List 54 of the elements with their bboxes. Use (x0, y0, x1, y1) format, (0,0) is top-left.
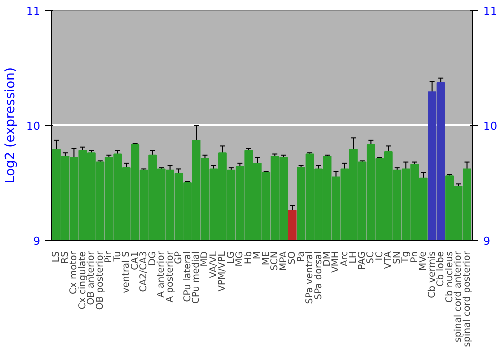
x-tick-label: Pir (104, 251, 115, 264)
x-tick-label: MG (234, 251, 246, 267)
x-tick-label: CA2/CA3 (138, 251, 150, 292)
x-tick-label: LH (348, 251, 360, 264)
y-tick-label: 10 (26, 120, 41, 133)
x-tick-label: DG (147, 251, 158, 266)
x-tick-label: Tg (400, 251, 412, 264)
x-tick-label: spinal cord anterior (453, 251, 464, 342)
x-tick-label: VA/VL (208, 250, 220, 278)
x-tick-label: MVe (418, 251, 430, 271)
x-tick-label: RS (60, 251, 71, 264)
x-tick-label: ventral S (121, 251, 132, 294)
x-tick-label: MPA (278, 250, 290, 271)
x-tick-label: SC (366, 251, 377, 264)
y2-tick-label: 10 (484, 120, 498, 133)
x-tick-label: Arc (339, 252, 350, 267)
y-axis-title: Log2 (expression) (4, 68, 19, 184)
x-tick-label: Cx cingulate (77, 251, 88, 310)
x-tick-label: SPa dorsal (313, 251, 324, 300)
x-tick-label: Cx motor (68, 251, 80, 294)
x-tick-label: Hb (243, 251, 254, 264)
x-tick-label: Cb lobe (436, 251, 447, 287)
x-tick-label: spinal cord posterior (462, 251, 473, 348)
x-tick-label: Cb nucleus (444, 251, 456, 303)
x-tick-label: CA1 (130, 251, 141, 270)
y-tick-label: 11 (26, 5, 41, 18)
x-tick-label: LG (226, 251, 237, 264)
x-tick-label: CPu medial (190, 252, 202, 304)
x-tick-label: SN (392, 251, 403, 264)
y-tick-label: 9 (34, 235, 40, 248)
x-tick-label: Pa (296, 251, 307, 262)
x-tick-label: OB posterior (94, 251, 106, 310)
y2-tick-label: 11 (484, 5, 498, 18)
x-tick-label: Cb vermis (426, 251, 438, 298)
x-tick-label: PAG (356, 251, 368, 270)
x-tick-label: VMH (330, 251, 342, 273)
x-tick-label: GP (174, 251, 185, 264)
x-tick-label: SCN (270, 251, 281, 271)
x-tick-label: IC (374, 252, 386, 261)
x-tick-label: SPa ventral (304, 252, 316, 304)
y2-tick-label: 9 (484, 235, 490, 248)
x-tick-label: VTA (383, 250, 394, 270)
x-tick-label: CPu lateral (182, 251, 194, 302)
x-tick-label: A anterior (156, 251, 168, 298)
x-tick-label: OB anterior (86, 251, 98, 306)
x-tick-label: Tu (112, 251, 124, 263)
x-tick-label: Pn (409, 251, 420, 263)
x-tick-label: SO (287, 252, 298, 265)
x-tick-label: VPM/VPL (217, 250, 228, 292)
x-tick-label: MD (200, 251, 211, 267)
x-tick-label: A posterior (164, 251, 176, 303)
x-tick-label: ME (260, 251, 272, 266)
x-tick-label: M (252, 251, 264, 260)
x-tick-label: LS (51, 251, 62, 263)
